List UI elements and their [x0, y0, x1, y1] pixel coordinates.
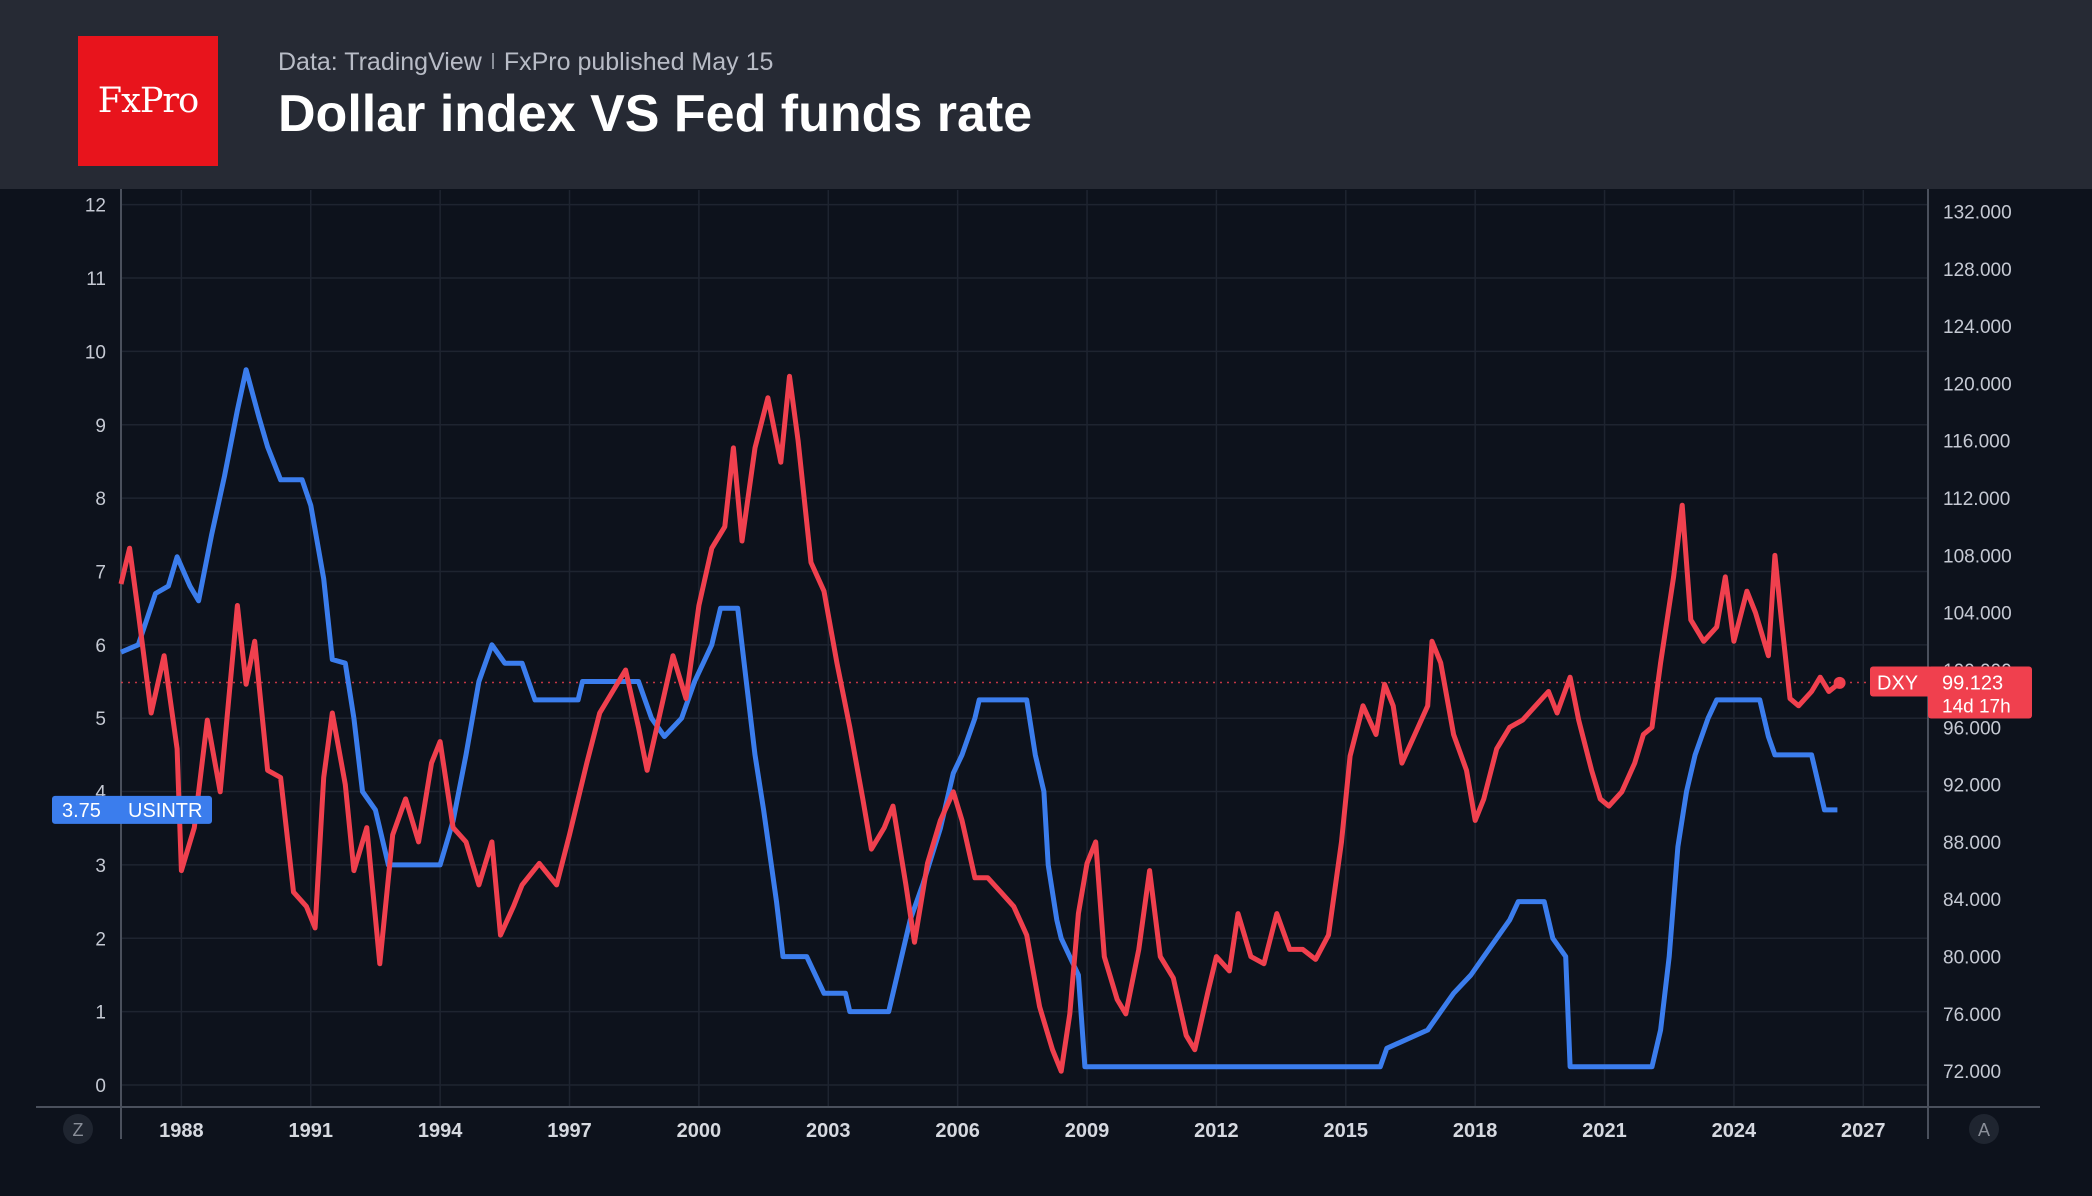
dxy-name-label: DXY — [1877, 673, 1918, 695]
right-axis-tick-label: 108.000 — [1943, 546, 2012, 567]
right-axis-tick-label: 80.000 — [1943, 948, 2001, 969]
usintr-value-label: 3.75 — [62, 800, 101, 822]
chart-title: Dollar index VS Fed funds rate — [278, 85, 1033, 143]
right-axis-tick-label: 76.000 — [1943, 1005, 2001, 1026]
usintr-name-label: USINTR — [128, 800, 202, 822]
x-axis-tick-label: 1994 — [418, 1120, 463, 1142]
usintr-series-line[interactable] — [120, 367, 1838, 1070]
right-axis-tick-label: 92.000 — [1943, 776, 2001, 797]
publisher-text: FxPro published May 15 — [503, 48, 774, 76]
dxy-value-label: 99.123 — [1942, 673, 2003, 695]
right-axis-tick-label: 120.000 — [1943, 374, 2012, 395]
chart-area[interactable]: 0 1 2 3 4 5 6 7 8 9 10 11 12 72.000 76.000 80.000 84.000… — [0, 189, 2092, 1196]
left-axis-tick-label: 1 — [95, 1003, 106, 1024]
x-axis-tick-label: 2021 — [1582, 1120, 1627, 1142]
x-axis-tick-label: 2003 — [806, 1120, 851, 1142]
right-axis-tick-label: 84.000 — [1943, 890, 2001, 911]
dxy-value-label-bg — [1928, 666, 2032, 719]
x-axis-tick-label: 2012 — [1194, 1120, 1239, 1142]
right-axis-tick-label: 96.000 — [1943, 718, 2001, 739]
left-axis-tick-label: 6 — [95, 636, 106, 657]
left-axis-tick-label: 2 — [95, 929, 106, 950]
fxpro-logo: FxPro — [78, 36, 218, 166]
left-axis-tick-label: 0 — [95, 1076, 106, 1097]
dxy-series-line[interactable] — [118, 373, 1842, 1074]
chart-svg[interactable]: 012345678910111272.00076.00080.00084.000… — [0, 189, 2092, 1196]
logo-text: FxPro — [97, 81, 199, 121]
x-axis-tick-label: 2000 — [677, 1120, 722, 1142]
left-axis-tick-label: 10 — [85, 342, 106, 363]
dxy-countdown-label: 14d 17h — [1942, 697, 2011, 718]
dxy-name-label-bg — [1870, 666, 1932, 697]
usintr-value-label-bg — [52, 795, 212, 824]
x-axis-tick-label: 2015 — [1324, 1120, 1369, 1142]
right-axis-tick-label: 128.000 — [1943, 260, 2012, 281]
right-axis-tick-label: 116.000 — [1943, 432, 2010, 453]
auto-scale-button[interactable] — [1969, 1114, 1999, 1144]
x-axis-tick-label: 1997 — [547, 1120, 592, 1142]
x-axis-tick-label: 1988 — [159, 1120, 204, 1142]
right-axis-tick-label: 104.000 — [1943, 604, 2012, 625]
timezone-button[interactable] — [63, 1114, 93, 1144]
x-axis-tick-label: 2009 — [1065, 1120, 1110, 1142]
left-axis-tick-label: 4 — [95, 783, 106, 804]
auto-scale-label: A — [1978, 1120, 1990, 1140]
x-axis-tick-label: 1991 — [289, 1120, 334, 1142]
source-text: Data: TradingView — [278, 48, 482, 76]
dxy-last-point — [1833, 676, 1846, 689]
x-axis-tick-label: 2024 — [1712, 1120, 1757, 1142]
left-axis-tick-label: 3 — [95, 856, 106, 877]
x-axis-tick-label: 2018 — [1453, 1120, 1498, 1142]
left-axis-tick-label: 5 — [95, 709, 106, 730]
chart-header: FxPro Data: TradingView FxPro published M… — [0, 0, 2092, 189]
left-axis-tick-label: 11 — [86, 269, 106, 290]
left-axis-tick-label: 7 — [95, 562, 106, 583]
right-axis-tick-label: 112.000 — [1943, 489, 2010, 510]
x-axis-tick-label: 2006 — [935, 1120, 980, 1142]
left-axis-tick-label: 12 — [85, 196, 106, 217]
x-axis-tick-label: 2027 — [1841, 1120, 1886, 1142]
right-axis-tick-label: 124.000 — [1943, 317, 2012, 338]
left-axis-tick-label: 8 — [95, 489, 106, 510]
left-axis-tick-label: 9 — [95, 416, 106, 437]
right-axis-tick-label: 72.000 — [1943, 1062, 2001, 1083]
source-line: Data: TradingView FxPro published May 15 — [278, 48, 773, 77]
right-axis-tick-label: 88.000 — [1943, 833, 2001, 854]
zoom-reset-label: Z — [73, 1120, 84, 1140]
right-axis-tick-label: 132.000 — [1943, 202, 2012, 223]
separator — [491, 53, 494, 69]
